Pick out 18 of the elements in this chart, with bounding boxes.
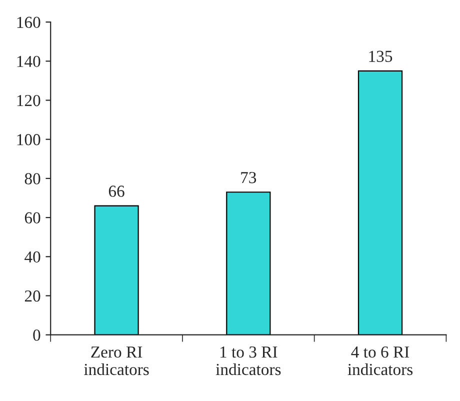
y-tick-label: 160	[17, 16, 40, 28]
data-label: 73	[241, 172, 256, 184]
data-label: 66	[108, 186, 124, 197]
bar	[226, 192, 271, 335]
y-tick-label: 80	[24, 173, 40, 184]
bar	[94, 205, 139, 335]
bar	[358, 70, 403, 335]
x-tick-label: Zero RI indicators	[84, 346, 149, 376]
y-tick-label: 0	[33, 330, 40, 341]
y-tick-label: 140	[17, 56, 40, 68]
y-tick-label: 60	[24, 212, 40, 224]
data-label: 135	[369, 50, 392, 62]
y-tick-label: 20	[24, 290, 40, 302]
x-tick-label: 1 to 3 RI indicators	[216, 346, 281, 376]
y-tick-label: 120	[17, 94, 40, 106]
y-tick-label: 40	[24, 251, 40, 263]
x-tick-label: 4 to 6 RI indicators	[348, 346, 413, 376]
y-tick-label: 100	[17, 134, 40, 146]
